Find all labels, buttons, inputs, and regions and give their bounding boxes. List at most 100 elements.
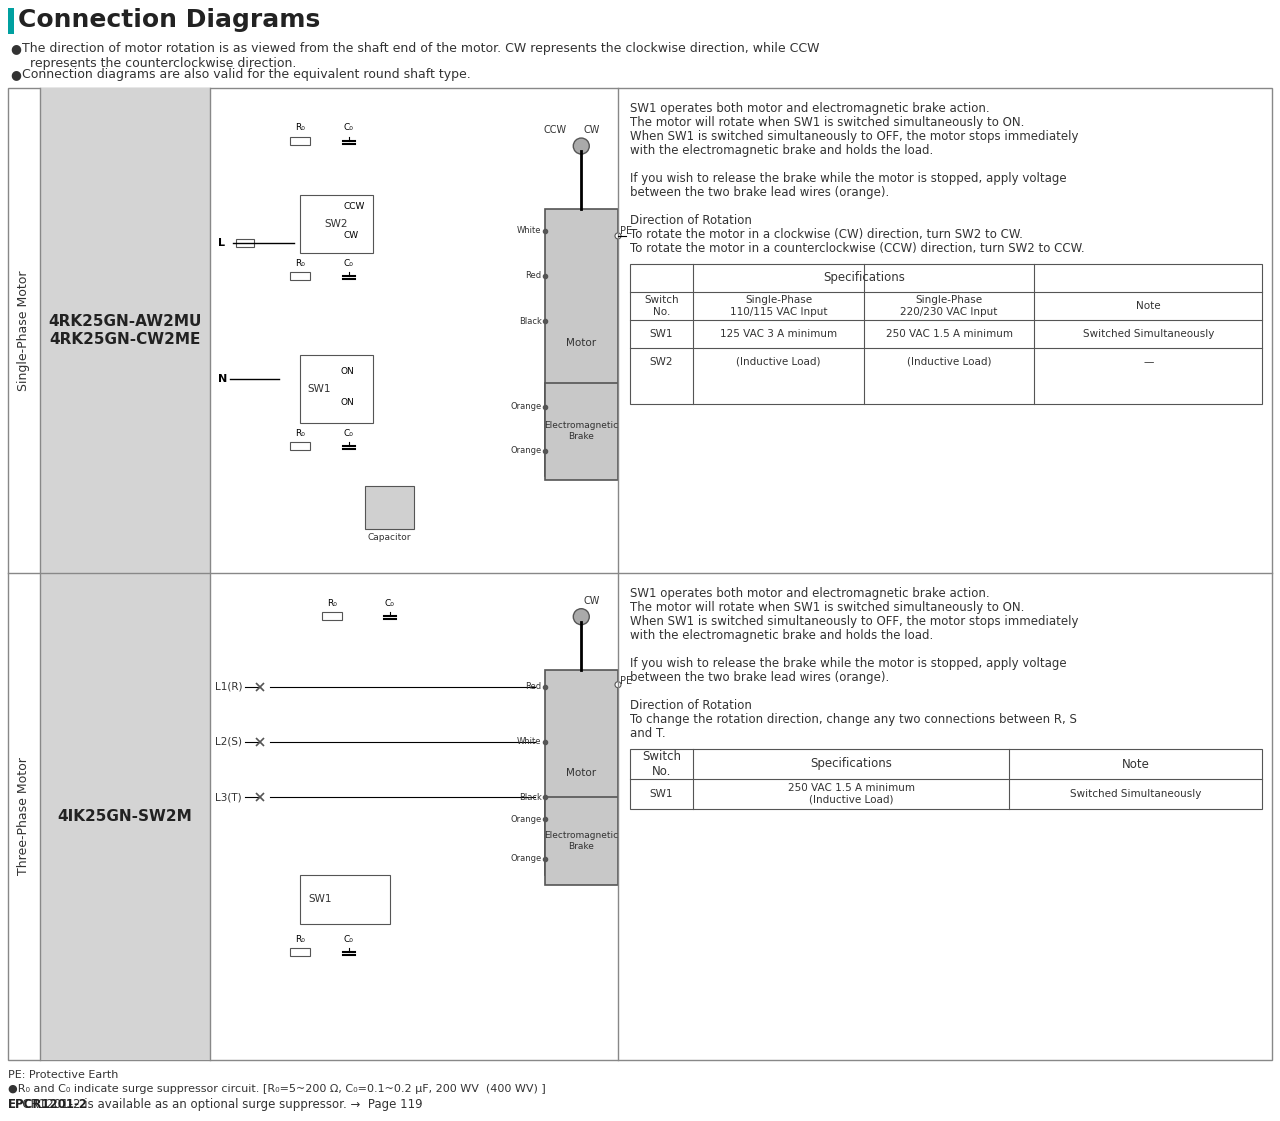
- Text: Switch
No.: Switch No.: [643, 750, 681, 778]
- Bar: [236, 239, 255, 248]
- Text: SW1: SW1: [650, 328, 673, 339]
- Bar: [289, 272, 310, 280]
- Text: N: N: [218, 374, 228, 385]
- Text: Red: Red: [525, 271, 541, 280]
- Text: Red: Red: [525, 683, 541, 692]
- Bar: [544, 210, 618, 476]
- Text: L2(S): L2(S): [215, 736, 242, 747]
- Text: L3(T): L3(T): [215, 793, 242, 803]
- Bar: [289, 442, 310, 450]
- Circle shape: [573, 138, 589, 154]
- Text: Orange: Orange: [511, 815, 541, 824]
- Bar: [8, 8, 14, 34]
- Text: with the electromagnetic brake and holds the load.: with the electromagnetic brake and holds…: [630, 629, 933, 642]
- Text: R₀: R₀: [294, 259, 305, 268]
- Text: C₀: C₀: [344, 935, 353, 944]
- Circle shape: [614, 682, 621, 687]
- Text: To rotate the motor in a clockwise (CW) direction, turn SW2 to CW.: To rotate the motor in a clockwise (CW) …: [630, 228, 1023, 241]
- Text: 4IK25GN-SW2M: 4IK25GN-SW2M: [58, 809, 192, 824]
- Bar: [323, 612, 343, 620]
- Text: Capacitor: Capacitor: [367, 534, 411, 543]
- Text: To rotate the motor in a counterclockwise (CCW) direction, turn SW2 to CCW.: To rotate the motor in a counterclockwis…: [630, 242, 1084, 254]
- Bar: [300, 354, 374, 423]
- Text: White: White: [517, 738, 541, 747]
- Bar: [630, 265, 1262, 404]
- Text: Direction of Rotation: Direction of Rotation: [630, 214, 751, 226]
- Text: CW: CW: [584, 126, 599, 135]
- Text: —: —: [1143, 356, 1153, 367]
- Text: (Inductive Load): (Inductive Load): [908, 356, 992, 367]
- Text: C₀: C₀: [384, 599, 394, 608]
- Text: PE: PE: [620, 225, 632, 235]
- Circle shape: [614, 233, 621, 239]
- Text: Motor: Motor: [566, 337, 596, 348]
- Text: CCW: CCW: [344, 202, 365, 211]
- Text: Orange: Orange: [511, 402, 541, 411]
- Circle shape: [573, 609, 589, 624]
- Bar: [40, 89, 210, 573]
- Text: The direction of motor rotation is as viewed from the shaft end of the motor. CW: The direction of motor rotation is as vi…: [22, 41, 819, 70]
- Text: ●R₀ and C₀ indicate surge suppressor circuit. [R₀=5~200 Ω, C₀=0.1~0.2 μF, 200 WV: ●R₀ and C₀ indicate surge suppressor cir…: [8, 1084, 545, 1094]
- Text: Switch
No.: Switch No.: [644, 295, 678, 317]
- Text: 250 VAC 1.5 A minimum: 250 VAC 1.5 A minimum: [886, 328, 1012, 339]
- Text: PE: PE: [620, 676, 632, 686]
- Bar: [544, 670, 618, 874]
- Text: with the electromagnetic brake and holds the load.: with the electromagnetic brake and holds…: [630, 143, 933, 157]
- Text: R₀: R₀: [328, 599, 338, 608]
- Text: The motor will rotate when SW1 is switched simultaneously to ON.: The motor will rotate when SW1 is switch…: [630, 601, 1024, 614]
- Text: (Inductive Load): (Inductive Load): [736, 356, 820, 367]
- Text: SW1 operates both motor and electromagnetic brake action.: SW1 operates both motor and electromagne…: [630, 102, 989, 115]
- Text: Orange: Orange: [511, 446, 541, 455]
- Text: Electromagnetic
Brake: Electromagnetic Brake: [544, 832, 618, 851]
- Text: EPCR1201-2: EPCR1201-2: [8, 1097, 88, 1111]
- Bar: [300, 195, 374, 253]
- Text: Black: Black: [518, 317, 541, 326]
- Text: EPCR1201-2 is available as an optional surge suppressor. →  Page 119: EPCR1201-2 is available as an optional s…: [8, 1097, 422, 1111]
- Text: between the two brake lead wires (orange).: between the two brake lead wires (orange…: [630, 671, 890, 684]
- Bar: [544, 382, 618, 480]
- Text: When SW1 is switched simultaneously to OFF, the motor stops immediately: When SW1 is switched simultaneously to O…: [630, 130, 1079, 143]
- Text: Single-Phase
220/230 VAC Input: Single-Phase 220/230 VAC Input: [900, 295, 998, 317]
- Text: Specifications: Specifications: [810, 758, 892, 770]
- Text: C₀: C₀: [344, 259, 353, 268]
- Text: Black: Black: [518, 793, 541, 802]
- Text: C₀: C₀: [344, 123, 353, 132]
- Text: If you wish to release the brake while the motor is stopped, apply voltage: If you wish to release the brake while t…: [630, 657, 1066, 670]
- Text: and T.: and T.: [630, 728, 666, 740]
- Text: 125 VAC 3 A minimum: 125 VAC 3 A minimum: [719, 328, 837, 339]
- Text: Note: Note: [1121, 758, 1149, 770]
- Text: Switched Simultaneously: Switched Simultaneously: [1083, 328, 1213, 339]
- Text: SW2: SW2: [650, 356, 673, 367]
- Text: Specifications: Specifications: [823, 271, 905, 285]
- Text: Electromagnetic
Brake: Electromagnetic Brake: [544, 421, 618, 441]
- Text: CW: CW: [344, 231, 358, 240]
- Text: L: L: [218, 238, 225, 248]
- Text: ON: ON: [340, 398, 353, 407]
- Text: 250 VAC 1.5 A minimum
(Inductive Load): 250 VAC 1.5 A minimum (Inductive Load): [787, 784, 915, 805]
- Text: SW1: SW1: [308, 895, 333, 905]
- Text: between the two brake lead wires (orange).: between the two brake lead wires (orange…: [630, 186, 890, 200]
- Text: Connection diagrams are also valid for the equivalent round shaft type.: Connection diagrams are also valid for t…: [22, 68, 471, 81]
- Text: Direction of Rotation: Direction of Rotation: [630, 700, 751, 712]
- Bar: [544, 797, 618, 884]
- Text: Orange: Orange: [511, 854, 541, 863]
- Bar: [40, 573, 210, 1060]
- Bar: [8, 89, 1272, 1060]
- Text: Note: Note: [1135, 302, 1161, 311]
- Text: To change the rotation direction, change any two connections between R, S: To change the rotation direction, change…: [630, 713, 1076, 726]
- Text: Single-Phase
110/115 VAC Input: Single-Phase 110/115 VAC Input: [730, 295, 827, 317]
- Text: Three-Phase Motor: Three-Phase Motor: [18, 758, 31, 876]
- Text: The motor will rotate when SW1 is switched simultaneously to ON.: The motor will rotate when SW1 is switch…: [630, 115, 1024, 129]
- Text: Motor: Motor: [566, 768, 596, 778]
- Text: Switched Simultaneously: Switched Simultaneously: [1070, 789, 1202, 799]
- Text: SW1: SW1: [650, 789, 673, 799]
- Text: R₀: R₀: [294, 429, 305, 438]
- Text: R₀: R₀: [294, 123, 305, 132]
- Text: SW1 operates both motor and electromagnetic brake action.: SW1 operates both motor and electromagne…: [630, 587, 989, 600]
- Bar: [289, 137, 310, 145]
- Text: White: White: [517, 226, 541, 235]
- Text: If you wish to release the brake while the motor is stopped, apply voltage: If you wish to release the brake while t…: [630, 172, 1066, 185]
- Text: L1(R): L1(R): [215, 682, 242, 692]
- Text: Single-Phase Motor: Single-Phase Motor: [18, 270, 31, 391]
- Text: ON: ON: [340, 368, 353, 377]
